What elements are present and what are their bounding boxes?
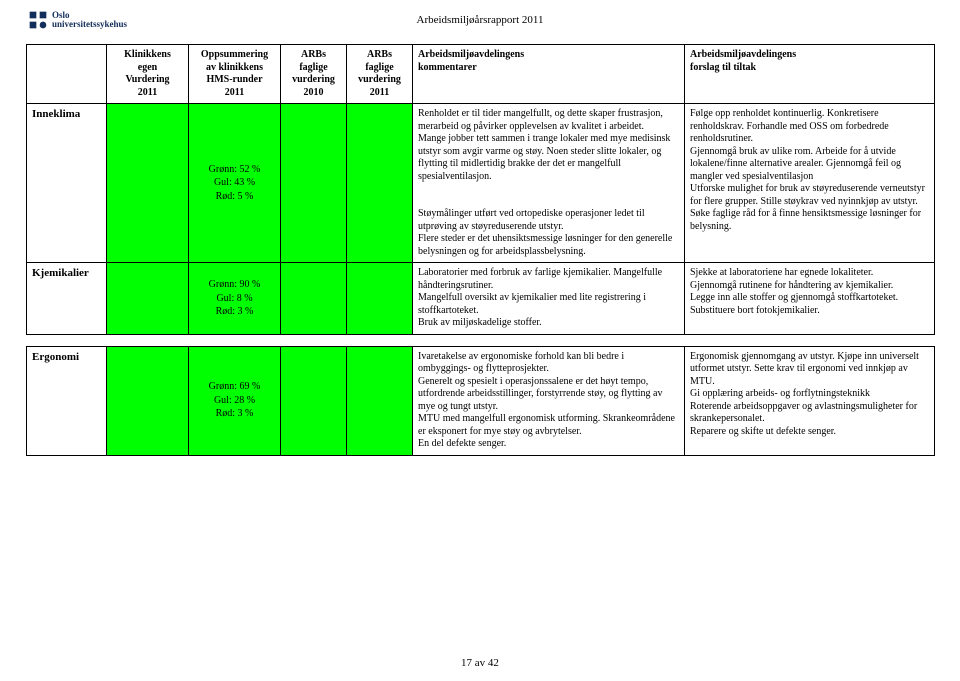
col-header-vurdering: KlinikkensegenVurdering2011: [107, 45, 189, 104]
page-number: 17 av 42: [461, 657, 499, 669]
row-label-ergonomi: Ergonomi: [27, 346, 107, 455]
cell-hms-kjemikalier: Grønn: 90 %Gul: 8 %Rød: 3 %: [189, 263, 281, 335]
table-header-row: KlinikkensegenVurdering2011 Oppsummering…: [27, 45, 935, 104]
row-label-inneklima: Inneklima: [27, 104, 107, 263]
col-header-blank: [27, 45, 107, 104]
cell-arb2011-kjemikalier: [347, 263, 413, 335]
document-title: Arbeidsmiljøårsrapport 2011: [417, 14, 544, 26]
cell-hms-ergonomi: Grønn: 69 %Gul: 28 %Rød: 3 %: [189, 346, 281, 455]
org-name-line2: universitetssykehus: [52, 20, 127, 29]
cell-arb2010-kjemikalier: [281, 263, 347, 335]
cell-comment-inneklima: Renholdet er til tider mangelfullt, og d…: [413, 104, 685, 263]
cell-comment-kjemikalier: Laboratorier med forbruk av farlige kjem…: [413, 263, 685, 335]
cell-comment-ergonomi: Ivaretakelse av ergonomiske forhold kan …: [413, 346, 685, 455]
table-row: Ergonomi Grønn: 69 %Gul: 28 %Rød: 3 % Iv…: [27, 346, 935, 455]
cell-action-inneklima: Følge opp renholdet kontinuerlig. Konkre…: [685, 104, 935, 263]
logo-icon: [28, 10, 48, 30]
cell-vurdering-kjemikalier: [107, 263, 189, 335]
cell-vurdering-ergonomi: [107, 346, 189, 455]
cell-vurdering-inneklima: [107, 104, 189, 263]
col-header-arb2010: ARBsfagligevurdering2010: [281, 45, 347, 104]
table-spacer: [27, 334, 935, 346]
col-header-kommentarer: Arbeidsmiljøavdelingenskommentarer: [413, 45, 685, 104]
cell-arb2011-inneklima: [347, 104, 413, 263]
cell-arb2010-ergonomi: [281, 346, 347, 455]
table-row: Kjemikalier Grønn: 90 %Gul: 8 %Rød: 3 % …: [27, 263, 935, 335]
col-header-arb2011: ARBsfagligevurdering2011: [347, 45, 413, 104]
col-header-tiltak: Arbeidsmiljøavdelingensforslag til tilta…: [685, 45, 935, 104]
col-header-hms: Oppsummeringav klinikkensHMS-runder2011: [189, 45, 281, 104]
table-row: Inneklima Grønn: 52 %Gul: 43 %Rød: 5 % R…: [27, 104, 935, 263]
cell-hms-inneklima: Grønn: 52 %Gul: 43 %Rød: 5 %: [189, 104, 281, 263]
cell-arb2010-inneklima: [281, 104, 347, 263]
cell-arb2011-ergonomi: [347, 346, 413, 455]
row-label-kjemikalier: Kjemikalier: [27, 263, 107, 335]
report-table: KlinikkensegenVurdering2011 Oppsummering…: [26, 44, 935, 456]
cell-action-kjemikalier: Sjekke at laboratoriene har egnede lokal…: [685, 263, 935, 335]
org-logo: Oslo universitetssykehus: [28, 10, 127, 30]
report-table-wrapper: KlinikkensegenVurdering2011 Oppsummering…: [26, 44, 934, 456]
cell-action-ergonomi: Ergonomisk gjennomgang av utstyr. Kjøpe …: [685, 346, 935, 455]
